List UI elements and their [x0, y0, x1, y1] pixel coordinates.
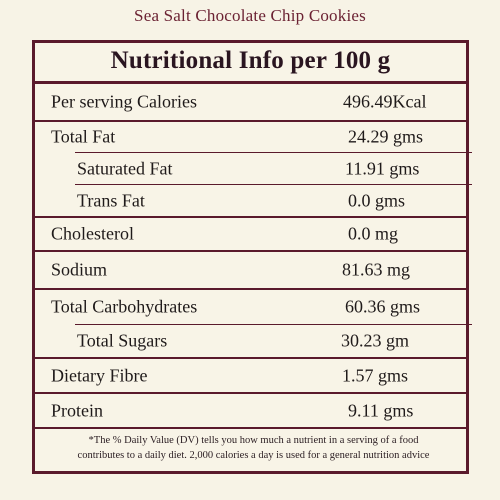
row-divider [35, 392, 466, 394]
row-trans-fat: Trans Fat 0.0 gms [35, 185, 466, 216]
row-divider [75, 152, 472, 153]
row-label: Protein [51, 400, 103, 420]
footnote-line: *The % Daily Value (DV) tells you how mu… [88, 435, 419, 446]
heading-divider [35, 81, 466, 84]
row-divider [35, 427, 466, 429]
row-value: 24.29 gms [348, 126, 424, 147]
row-value: 496.49Kcal [343, 91, 427, 112]
row-divider [35, 288, 466, 290]
row-value: 30.23 gm [341, 330, 410, 351]
panel-heading: Nutritional Info per 100 g [110, 47, 391, 74]
row-protein: Protein 9.11 gms [35, 394, 466, 427]
row-total-sugars: Total Sugars 30.23 gm [35, 325, 466, 357]
row-sodium: Sodium 81.63 mg [35, 252, 466, 288]
row-label: Trans Fat [77, 190, 145, 210]
row-label: Sodium [51, 259, 108, 280]
row-total-fat: Total Fat 24.29 gms [35, 122, 466, 152]
row-label: Per serving Calories [51, 91, 197, 112]
row-divider [35, 357, 466, 359]
row-value: 81.63 mg [342, 259, 411, 280]
row-label: Total Carbohydrates [51, 296, 198, 317]
footnote-line: contributes to a daily diet. 2,000 calor… [77, 450, 430, 461]
row-cholesterol: Cholesterol 0.0 mg [35, 218, 466, 250]
row-divider [75, 324, 472, 325]
row-dietary-fibre: Dietary Fibre 1.57 gms [35, 359, 466, 392]
row-label: Dietary Fibre [51, 365, 148, 385]
row-label: Total Fat [51, 126, 116, 147]
nutrition-panel: Nutritional Info per 100 g Per serving C… [32, 40, 472, 474]
row-calories: Per serving Calories 496.49Kcal [35, 84, 466, 120]
row-value: 0.0 mg [348, 223, 399, 244]
page-title: Sea Salt Chocolate Chip Cookies [134, 6, 366, 25]
row-divider [35, 216, 466, 218]
row-label: Cholesterol [51, 223, 134, 244]
row-value: 0.0 gms [348, 190, 406, 210]
footnote: *The % Daily Value (DV) tells you how mu… [43, 433, 464, 463]
row-saturated-fat: Saturated Fat 11.91 gms [35, 153, 466, 184]
row-divider [35, 120, 466, 122]
row-divider [75, 184, 472, 185]
row-value: 60.36 gms [345, 296, 421, 317]
row-divider [35, 250, 466, 252]
row-value: 1.57 gms [342, 365, 409, 385]
row-value: 11.91 gms [345, 158, 420, 178]
row-label: Total Sugars [77, 330, 168, 351]
row-total-carbohydrates: Total Carbohydrates 60.36 gms [35, 290, 466, 324]
row-label: Saturated Fat [77, 158, 173, 178]
row-value: 9.11 gms [348, 400, 414, 420]
